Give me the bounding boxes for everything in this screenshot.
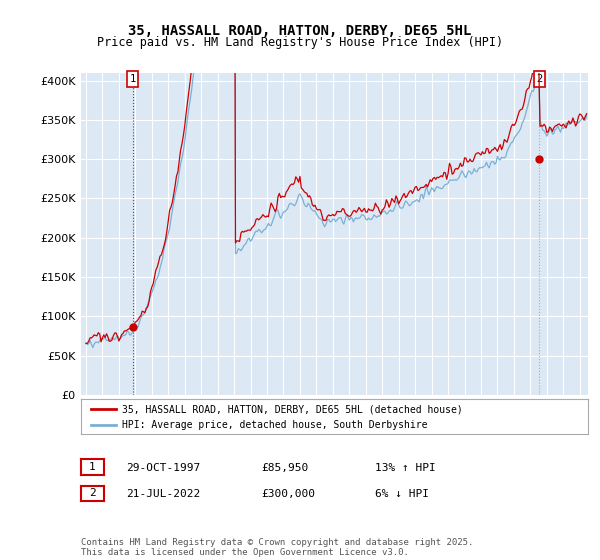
Text: 1: 1 xyxy=(130,74,136,84)
Text: 2: 2 xyxy=(536,74,542,84)
Text: 1: 1 xyxy=(89,462,96,472)
Text: £300,000: £300,000 xyxy=(261,489,315,499)
Text: 35, HASSALL ROAD, HATTON, DERBY, DE65 5HL (detached house): 35, HASSALL ROAD, HATTON, DERBY, DE65 5H… xyxy=(122,404,463,414)
Text: £85,950: £85,950 xyxy=(261,463,308,473)
Text: 21-JUL-2022: 21-JUL-2022 xyxy=(126,489,200,499)
Text: Price paid vs. HM Land Registry's House Price Index (HPI): Price paid vs. HM Land Registry's House … xyxy=(97,36,503,49)
Text: Contains HM Land Registry data © Crown copyright and database right 2025.
This d: Contains HM Land Registry data © Crown c… xyxy=(81,538,473,557)
Text: 13% ↑ HPI: 13% ↑ HPI xyxy=(375,463,436,473)
Text: 35, HASSALL ROAD, HATTON, DERBY, DE65 5HL: 35, HASSALL ROAD, HATTON, DERBY, DE65 5H… xyxy=(128,24,472,38)
Text: 6% ↓ HPI: 6% ↓ HPI xyxy=(375,489,429,499)
Text: HPI: Average price, detached house, South Derbyshire: HPI: Average price, detached house, Sout… xyxy=(122,421,427,430)
Text: 29-OCT-1997: 29-OCT-1997 xyxy=(126,463,200,473)
Text: 2: 2 xyxy=(89,488,96,498)
